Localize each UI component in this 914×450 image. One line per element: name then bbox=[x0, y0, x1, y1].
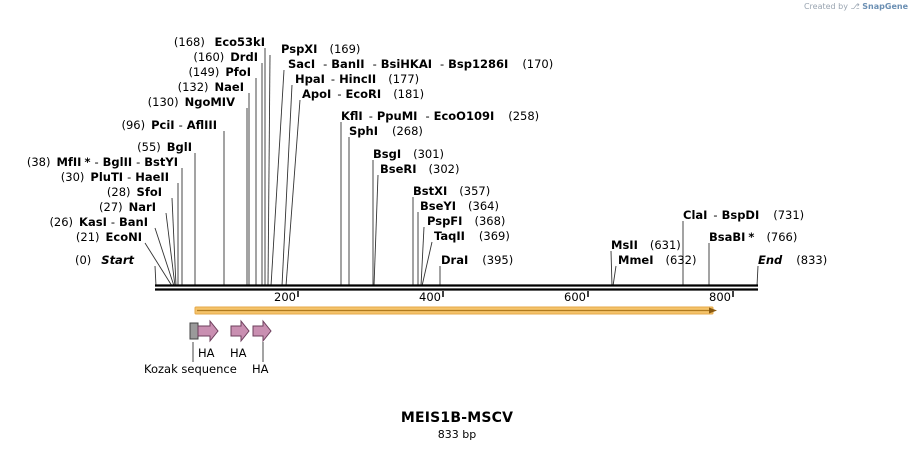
site-line-bseri bbox=[373, 174, 379, 287]
site-label-kfli: KflI - PpuMI - EcoO109I (258) bbox=[341, 109, 539, 123]
site-label-ngomiv: (130) NgoMIV bbox=[148, 95, 235, 109]
snapgene-credit: Created by ⎇ SnapGene bbox=[804, 2, 908, 11]
site-label-drai: DraI (395) bbox=[441, 253, 513, 267]
site-label-pspfi: PspFI (368) bbox=[427, 214, 505, 228]
site-label-drdi: (160) DrdI bbox=[193, 50, 258, 64]
site-label-bsabi: BsaBI * (766) bbox=[709, 230, 797, 244]
ruler-labels: 200 400 600 800 bbox=[274, 290, 731, 304]
site-line-start bbox=[154, 265, 157, 287]
site-label-naei: (132) NaeI bbox=[178, 80, 244, 94]
tick-label-200: 200 bbox=[274, 290, 296, 304]
ha-label-1: HA bbox=[198, 346, 215, 360]
site-label-bstxi: BstXI (357) bbox=[413, 184, 490, 198]
site-line-saci bbox=[270, 69, 285, 287]
site-line-nari bbox=[165, 212, 176, 287]
site-line-hpai bbox=[281, 84, 293, 287]
site-label-bseyi: BseYI (364) bbox=[420, 199, 499, 213]
orf-arrow bbox=[194, 306, 717, 315]
site-label-pspxi: PspXI (169) bbox=[281, 42, 360, 56]
map-title: MEIS1B-MSCV bbox=[400, 410, 514, 426]
site-label-kasi: (26) KasI - BanI bbox=[49, 215, 148, 229]
site-label-econi: (21) EcoNI bbox=[76, 230, 142, 244]
site-line-apoi bbox=[285, 99, 301, 287]
ha-arrow-2 bbox=[230, 319, 250, 343]
kozak-box bbox=[189, 322, 199, 340]
site-line-pspxi bbox=[267, 54, 271, 287]
site-label-mfii: (38) MfII * - BglII - BstYI bbox=[27, 155, 178, 169]
site-label-pfoi: (149) PfoI bbox=[188, 65, 251, 79]
site-line-mmei bbox=[612, 265, 617, 287]
credit-brand: SnapGene bbox=[862, 2, 908, 11]
site-lines bbox=[144, 48, 759, 287]
tick-label-800: 800 bbox=[709, 290, 731, 304]
site-label-clai: ClaI - BspDI (731) bbox=[683, 208, 804, 222]
site-label-hpai: HpaI - HincII (177) bbox=[295, 72, 419, 86]
site-label-sfoi: (28) SfoI bbox=[107, 185, 162, 199]
site-label-pcii: (96) PciI - AflIII bbox=[122, 118, 218, 132]
site-label-msii: MsII (631) bbox=[611, 238, 681, 252]
orf-arrowhead bbox=[709, 307, 717, 314]
site-label-mmei: MmeI (632) bbox=[618, 253, 696, 267]
snapgene-logo-icon: ⎇ bbox=[850, 2, 860, 11]
tick-label-600: 600 bbox=[564, 290, 586, 304]
feature-labels: HA HA Kozak sequence HA bbox=[144, 346, 269, 376]
site-line-kasi bbox=[154, 227, 175, 287]
site-line-econi bbox=[144, 242, 173, 287]
ha-label-3: HA bbox=[252, 362, 269, 376]
site-label-bseri: BseRI (302) bbox=[380, 162, 459, 176]
site-label-bsgi: BsgI (301) bbox=[373, 147, 444, 161]
site-line-sfoi bbox=[171, 197, 177, 287]
site-line-pspfi bbox=[420, 226, 425, 287]
feature-track bbox=[189, 319, 272, 362]
site-label-sphi: SphI (268) bbox=[349, 124, 423, 138]
site-label-eco53ki: (168) Eco53kI bbox=[174, 35, 265, 49]
ha-arrow-3 bbox=[252, 319, 272, 343]
ha-arrow-1 bbox=[197, 319, 219, 343]
site-labels-left: (168) Eco53kI (160) DrdI (149) PfoI (132) N… bbox=[27, 35, 265, 267]
site-label-nari: (27) NarI bbox=[99, 200, 156, 214]
site-line-end bbox=[756, 265, 759, 287]
site-labels-right: PspXI (169) SacI - BanII - BsiHKAI - Bsp1286I (1… bbox=[281, 42, 827, 267]
credit-prefix: Created by bbox=[803, 2, 848, 11]
ruler-ticks bbox=[297, 291, 734, 297]
site-label-apoi: ApoI - EcoRI (181) bbox=[302, 87, 424, 101]
sequence-length: 833 bp bbox=[437, 428, 477, 441]
site-label-taqii: TaqII (369) bbox=[434, 229, 510, 243]
site-line-taqii bbox=[421, 241, 433, 287]
kozak-label: Kozak sequence bbox=[144, 362, 237, 376]
site-label-start: (0) Start bbox=[75, 253, 135, 267]
site-label-pluti: (30) PluTI - HaeII bbox=[61, 170, 169, 184]
tick-label-400: 400 bbox=[419, 290, 441, 304]
site-label-saci: SacI - BanII - BsiHKAI - Bsp1286I (170) bbox=[288, 57, 553, 71]
site-line-msii bbox=[610, 250, 613, 287]
ha-label-2: HA bbox=[230, 346, 247, 360]
site-label-end: End (833) bbox=[758, 253, 827, 267]
site-label-bgli: (55) BglI bbox=[137, 140, 192, 154]
